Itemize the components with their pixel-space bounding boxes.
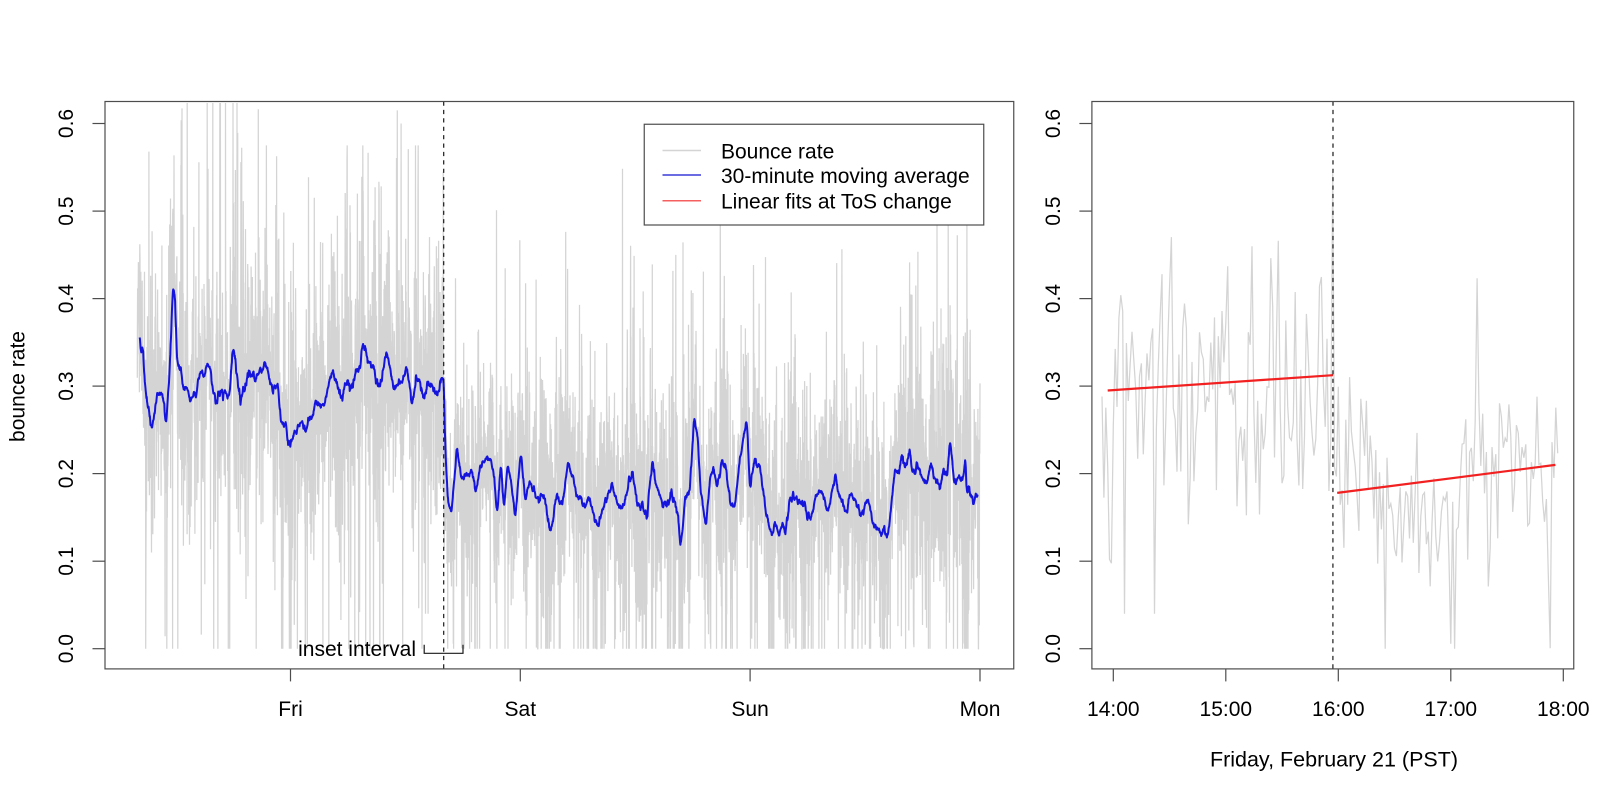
svg-text:Fri: Fri [278, 698, 303, 721]
svg-text:0.0: 0.0 [1042, 634, 1065, 663]
svg-text:bounce rate: bounce rate [7, 331, 30, 442]
svg-text:Friday, February 21 (PST): Friday, February 21 (PST) [1210, 747, 1458, 771]
svg-text:0.1: 0.1 [1042, 547, 1065, 576]
svg-text:16:00: 16:00 [1312, 698, 1365, 721]
svg-text:0.3: 0.3 [1042, 371, 1065, 400]
svg-text:0.1: 0.1 [55, 547, 78, 576]
svg-text:0.4: 0.4 [55, 284, 78, 314]
svg-text:0.5: 0.5 [1042, 196, 1065, 225]
svg-text:Sat: Sat [505, 698, 537, 721]
svg-text:Sun: Sun [731, 698, 768, 721]
svg-text:15:00: 15:00 [1200, 698, 1253, 721]
svg-text:30-minute moving average: 30-minute moving average [721, 165, 970, 188]
svg-text:0.2: 0.2 [55, 459, 78, 488]
svg-text:inset interval: inset interval [298, 638, 416, 661]
svg-text:18:00: 18:00 [1537, 698, 1590, 721]
svg-text:0.2: 0.2 [1042, 459, 1065, 488]
svg-text:0.6: 0.6 [1042, 109, 1065, 138]
svg-text:0.0: 0.0 [55, 634, 78, 663]
svg-text:0.6: 0.6 [55, 109, 78, 138]
svg-text:Mon: Mon [960, 698, 1001, 721]
svg-text:0.4: 0.4 [1042, 284, 1065, 314]
svg-text:14:00: 14:00 [1087, 698, 1140, 721]
svg-text:17:00: 17:00 [1425, 698, 1478, 721]
svg-text:0.3: 0.3 [55, 371, 78, 400]
svg-text:0.5: 0.5 [55, 196, 78, 225]
svg-text:Linear fits at ToS change: Linear fits at ToS change [721, 191, 952, 214]
svg-text:Bounce rate: Bounce rate [721, 140, 834, 163]
